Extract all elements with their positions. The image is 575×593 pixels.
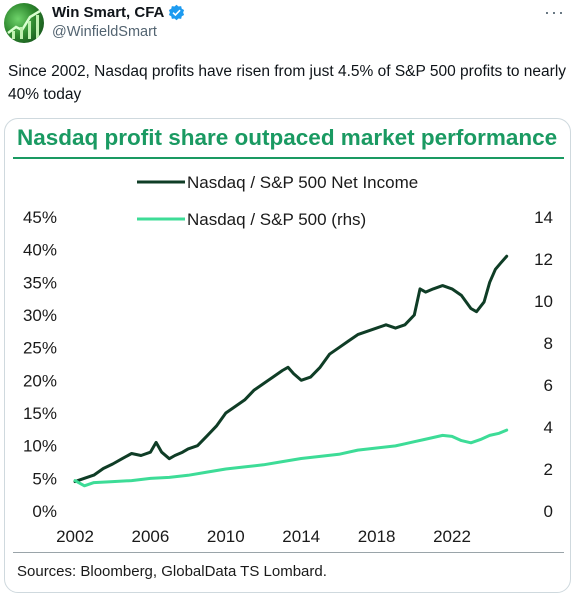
x-tick-label: 2018 [358, 527, 396, 546]
y-left-tick-label: 40% [23, 241, 57, 260]
y-left-tick-label: 0% [32, 502, 57, 521]
y-right-tick-label: 0 [544, 502, 553, 521]
y-left-tick-label: 25% [23, 339, 57, 358]
series-line-rhs [73, 428, 509, 488]
y-left-tick-label: 15% [23, 404, 57, 423]
y-left-tick-label: 45% [23, 208, 57, 227]
avatar[interactable] [4, 3, 44, 43]
y-right-tick-label: 12 [534, 250, 553, 269]
y-right-tick-label: 2 [544, 460, 553, 479]
legend-label-net-income: Nasdaq / S&P 500 Net Income [187, 173, 418, 192]
more-options-icon[interactable]: ··· [544, 2, 565, 22]
y-right-tick-label: 6 [544, 376, 553, 395]
verified-badge-icon [169, 4, 185, 21]
y-left-tick-label: 5% [32, 469, 57, 488]
title-divider [13, 157, 564, 159]
series-line-net-income [73, 254, 509, 484]
x-tick-label: 2002 [56, 527, 94, 546]
y-right-tick-label: 14 [534, 208, 553, 227]
legend-label-rhs: Nasdaq / S&P 500 (rhs) [187, 210, 366, 229]
y-axis-left: 0% 5% 10% 15% 20% 25% 30% 35% 40% 45% [23, 208, 57, 521]
chart-title: Nasdaq profit share outpaced market perf… [17, 125, 558, 150]
chart-sources: Sources: Bloomberg, GlobalData TS Lombar… [17, 563, 327, 580]
y-left-tick-label: 35% [23, 273, 57, 292]
user-handle[interactable]: @WinfieldSmart [52, 24, 157, 40]
x-tick-label: 2006 [131, 527, 169, 546]
y-right-tick-label: 8 [544, 334, 553, 353]
y-left-tick-label: 30% [23, 306, 57, 325]
tweet-header: Win Smart, CFA @WinfieldSmart ··· [0, 0, 575, 52]
name-row: Win Smart, CFA [52, 4, 185, 21]
chart-legend: Nasdaq / S&P 500 Net Income Nasdaq / S&P… [137, 173, 418, 229]
display-name[interactable]: Win Smart, CFA [52, 4, 165, 21]
x-tick-label: 2014 [282, 527, 320, 546]
x-axis: 2002 2006 2010 2014 2018 2022 [56, 527, 471, 546]
series-lines [73, 254, 509, 488]
chart-image-card[interactable]: Nasdaq profit share outpaced market perf… [4, 118, 571, 593]
x-tick-label: 2010 [207, 527, 245, 546]
y-right-tick-label: 4 [544, 418, 553, 437]
footer-divider [13, 552, 564, 553]
chart-trend-icon [7, 9, 41, 39]
y-axis-right: 0 2 4 6 8 10 12 14 [534, 208, 553, 521]
x-tick-label: 2022 [433, 527, 471, 546]
y-right-tick-label: 10 [534, 292, 553, 311]
tweet-text: Since 2002, Nasdaq profits have risen fr… [8, 63, 567, 103]
y-left-tick-label: 10% [23, 437, 57, 456]
line-chart: Nasdaq / S&P 500 Net Income Nasdaq / S&P… [23, 173, 553, 546]
y-left-tick-label: 20% [23, 371, 57, 390]
